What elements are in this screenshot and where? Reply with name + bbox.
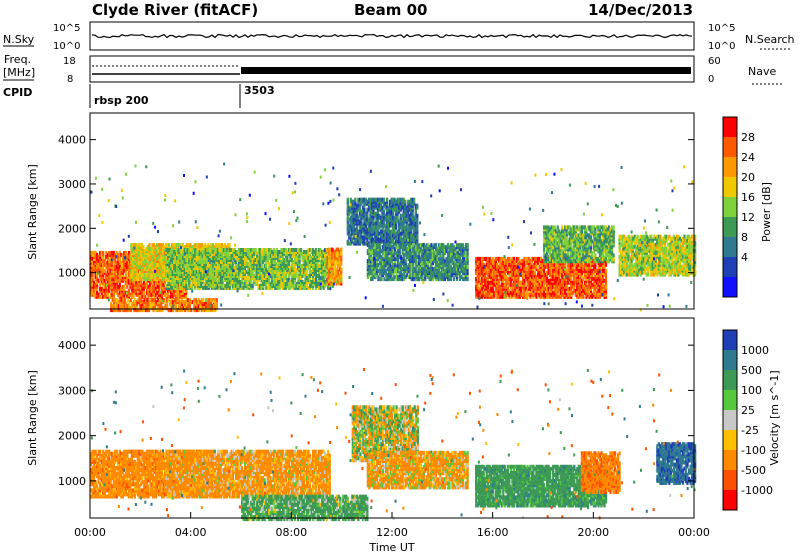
data-cell xyxy=(285,274,287,278)
data-cell xyxy=(366,214,368,218)
data-cell xyxy=(176,284,178,288)
freq-tick-bottom: 8 xyxy=(67,74,73,85)
data-cell xyxy=(413,198,415,202)
cpid-segment-2: 3503 xyxy=(244,84,275,97)
data-cell xyxy=(356,226,358,230)
cpid-segment-1: rbsp 200 xyxy=(94,94,149,107)
data-cell xyxy=(354,198,356,202)
data-cell xyxy=(331,248,333,252)
data-cell xyxy=(102,251,104,255)
data-cell xyxy=(340,248,342,252)
nave-dense-trace xyxy=(241,67,691,74)
nsky-trace xyxy=(92,35,692,38)
data-cell xyxy=(252,284,254,288)
nsearch-label: N.Search xyxy=(745,33,795,46)
data-cell xyxy=(142,245,144,249)
freq-unit-label: [MHz] xyxy=(3,66,35,79)
nave-label: Nave xyxy=(748,65,776,78)
cpid-strip: CPID rbsp 200 3503 xyxy=(3,84,275,108)
data-cell xyxy=(340,262,342,266)
nsky-strip: N.Sky 10^5 10^0 10^5 10^0 N.Search xyxy=(3,22,795,52)
data-cell xyxy=(395,224,397,228)
data-cell xyxy=(300,248,302,252)
data-cell xyxy=(383,210,385,214)
date-title: 14/Dec/2013 xyxy=(588,1,693,19)
data-cell xyxy=(148,243,150,247)
data-cell xyxy=(404,200,406,204)
data-cell xyxy=(416,204,418,208)
data-cell xyxy=(405,243,407,247)
nave-tick-bottom: 0 xyxy=(708,74,714,85)
data-cell xyxy=(416,228,418,232)
data-cell xyxy=(379,243,381,247)
nsky-tick-bottom: 10^0 xyxy=(53,41,80,52)
nsky-tick-top: 10^5 xyxy=(53,23,80,34)
data-cell xyxy=(363,208,365,212)
data-cell xyxy=(393,243,395,247)
nsearch-tick-bottom: 10^0 xyxy=(708,41,735,52)
data-cell xyxy=(383,198,385,202)
data-cell xyxy=(286,256,288,260)
freq-tick-top: 18 xyxy=(63,56,76,67)
data-cell xyxy=(340,268,342,272)
data-cell xyxy=(386,198,388,202)
data-cell xyxy=(119,283,121,287)
data-cell xyxy=(229,286,231,290)
data-cell xyxy=(392,212,394,216)
data-cell xyxy=(126,285,128,289)
data-cell xyxy=(306,270,308,274)
data-cell xyxy=(168,243,170,247)
beam-title: Beam 00 xyxy=(354,1,427,19)
data-region xyxy=(327,248,343,286)
data-cell xyxy=(228,243,230,247)
cpid-label: CPID xyxy=(3,86,32,99)
data-cell xyxy=(340,252,342,256)
data-cell xyxy=(123,285,125,289)
data-cell xyxy=(415,210,417,214)
data-cell xyxy=(253,252,255,256)
data-cell xyxy=(340,258,342,262)
station-title: Clyde River (fitACF) xyxy=(92,1,258,19)
data-cell xyxy=(397,216,399,220)
data-cell xyxy=(380,277,382,281)
freq-label: Freq. xyxy=(4,53,31,66)
data-cell xyxy=(328,270,330,274)
nave-tick-top: 60 xyxy=(708,56,721,67)
data-cell xyxy=(104,269,106,273)
data-cell xyxy=(416,222,418,226)
nsky-label: N.Sky xyxy=(3,33,35,46)
data-region xyxy=(367,243,469,281)
data-cell xyxy=(125,273,127,277)
data-cell xyxy=(261,264,263,268)
nsearch-tick-top: 10^5 xyxy=(708,23,735,34)
data-cell xyxy=(405,259,407,263)
data-region xyxy=(166,248,334,290)
freq-strip: Freq. [MHz] 18 8 60 0 Nave xyxy=(3,53,782,85)
data-cell xyxy=(128,289,130,293)
data-cell xyxy=(143,291,145,295)
data-cell xyxy=(191,286,193,290)
data-cell xyxy=(255,248,257,252)
data-cell xyxy=(416,214,418,218)
data-region xyxy=(347,198,419,246)
data-cell xyxy=(132,295,134,299)
power-data-layer xyxy=(90,163,696,313)
data-cell xyxy=(347,198,349,202)
data-cell xyxy=(250,280,252,284)
